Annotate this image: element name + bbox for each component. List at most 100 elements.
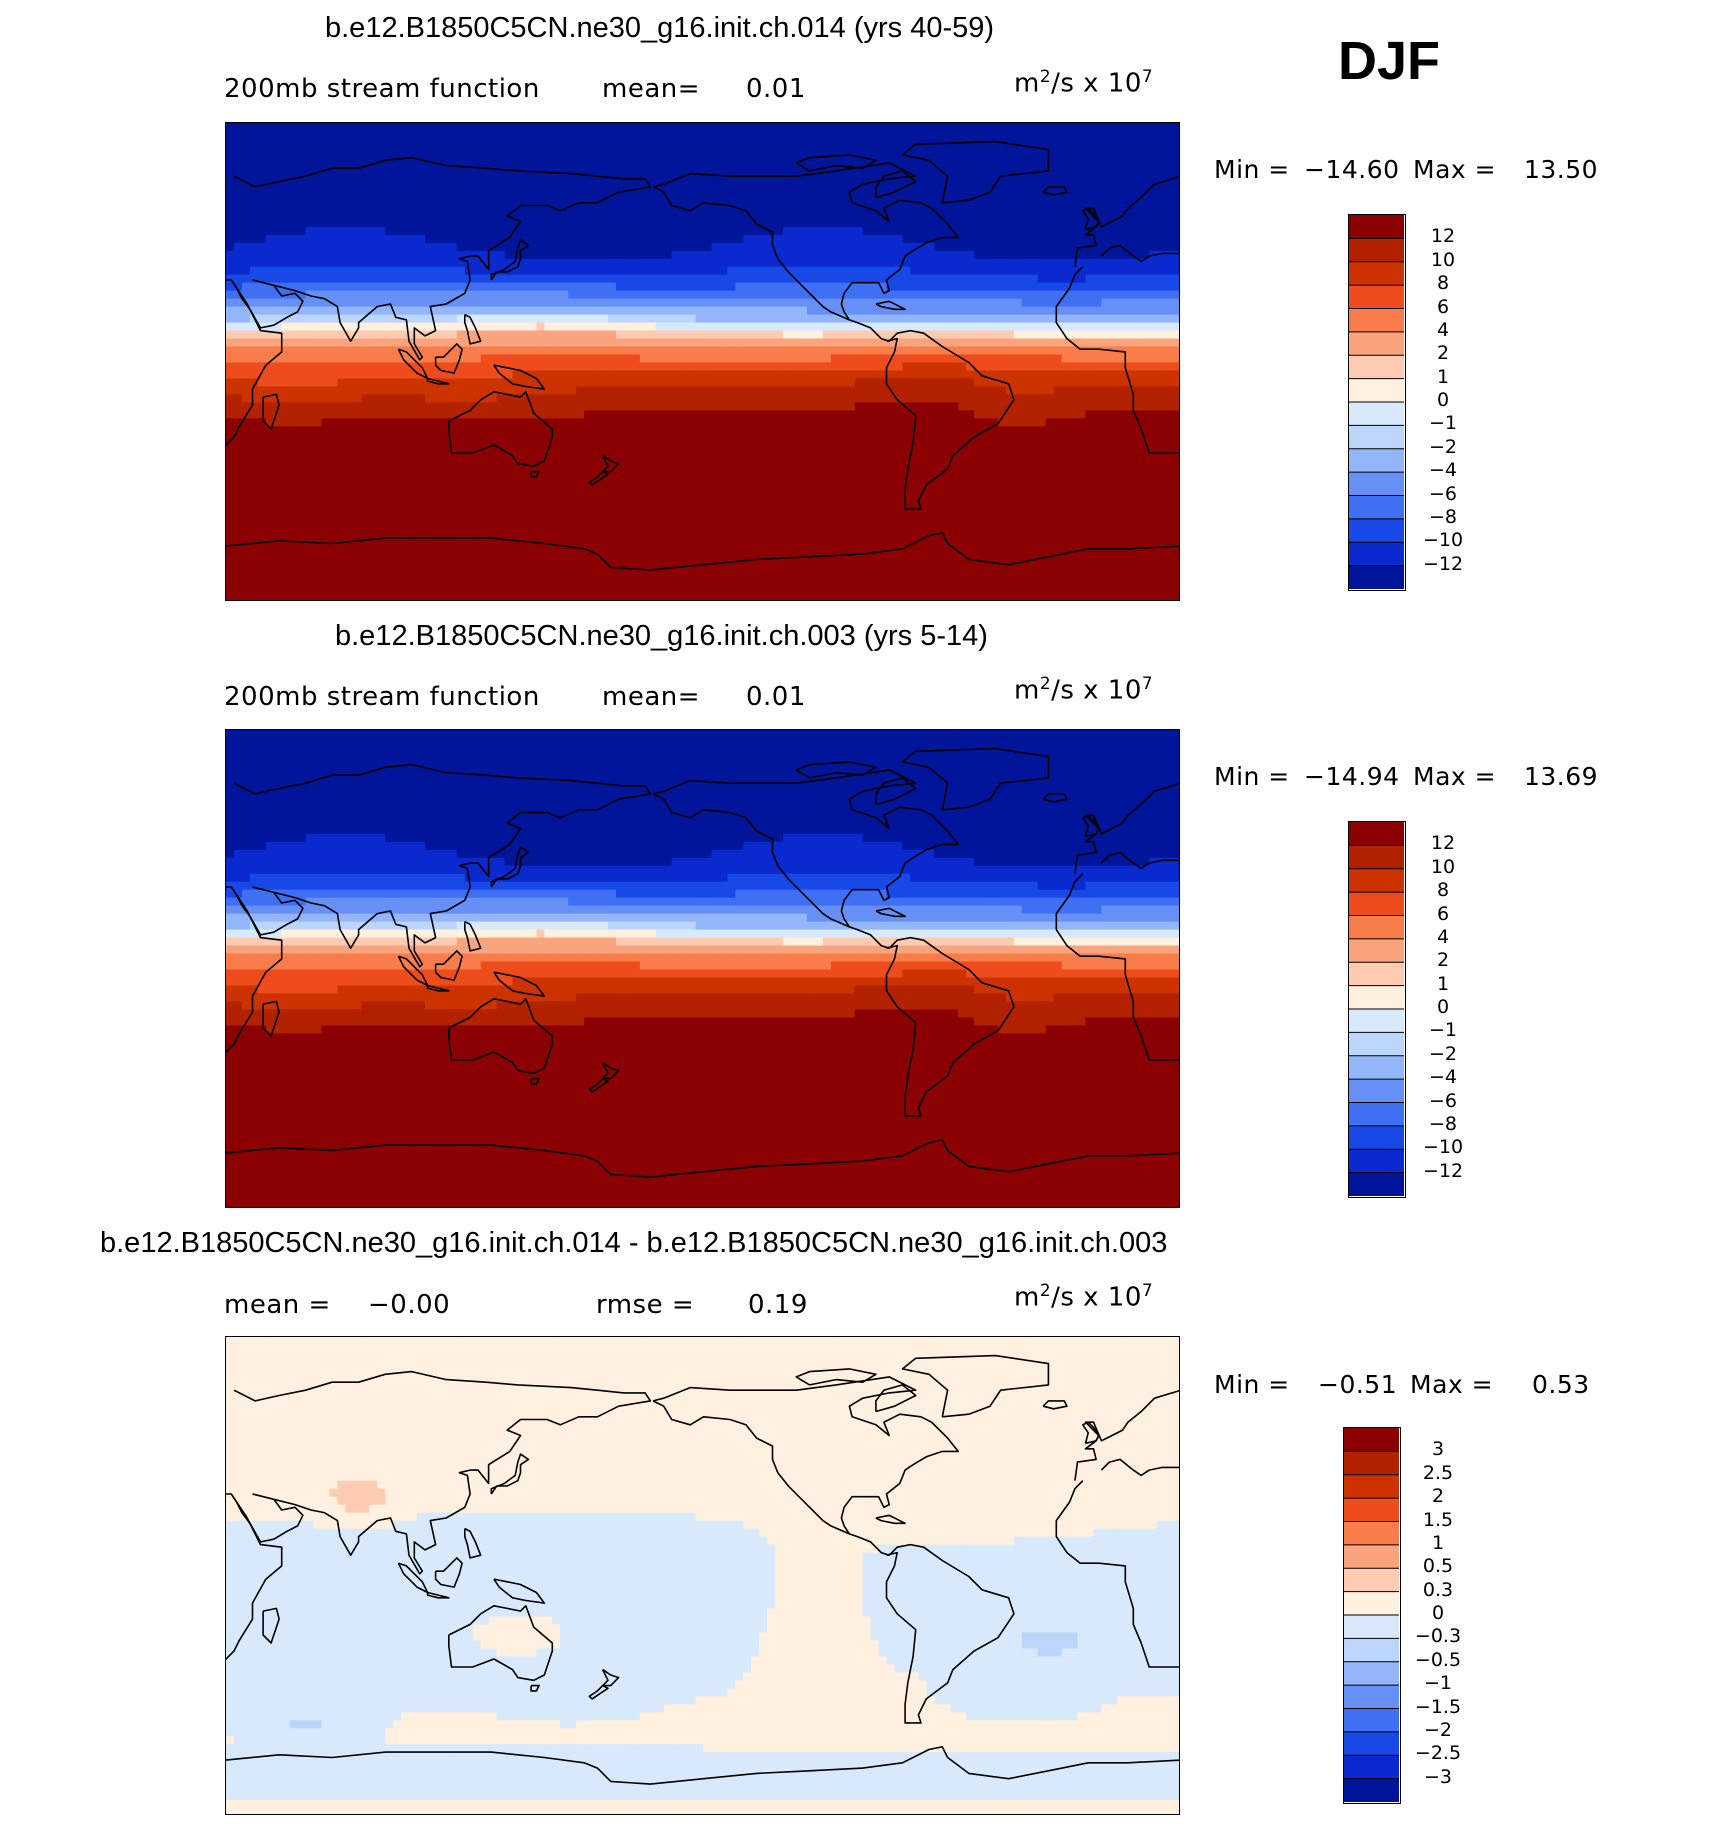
field-cell (608, 314, 617, 324)
field-cell (241, 250, 251, 260)
field-cell (377, 162, 386, 172)
field-cell (337, 306, 346, 316)
field-cell (568, 258, 577, 268)
field-cell (1141, 434, 1150, 443)
field-cell (576, 146, 585, 156)
field-cell (568, 354, 577, 364)
field-cell (655, 386, 665, 396)
field-cell (1165, 346, 1174, 356)
field-cell (369, 258, 378, 268)
field-cell (281, 130, 291, 140)
field-cell (1109, 402, 1118, 411)
field-cell (289, 306, 299, 316)
field-cell (1069, 123, 1079, 132)
field-cell (862, 258, 872, 268)
field-cell (719, 274, 728, 284)
field-cell (679, 194, 689, 204)
field-cell (600, 314, 609, 324)
field-cell (1125, 210, 1134, 220)
field-cell (337, 242, 346, 252)
field-cell (576, 442, 585, 451)
field-cell (464, 123, 474, 132)
field-cell (878, 338, 888, 348)
field-cell (345, 306, 354, 316)
field-cell (934, 250, 943, 260)
field-cell (512, 146, 522, 156)
field-cell (608, 162, 617, 172)
field-cell (990, 378, 999, 388)
field-cell (265, 362, 275, 372)
field-cell (337, 442, 346, 451)
field-cell (377, 178, 386, 188)
field-cell (711, 434, 721, 443)
field-cell (615, 218, 625, 228)
field-cell (1085, 306, 1095, 316)
field-cell (671, 282, 681, 292)
field-cell (862, 250, 872, 260)
field-cell (1045, 170, 1055, 180)
field-cell (767, 194, 776, 204)
field-cell (703, 130, 713, 140)
field-cell (1053, 426, 1063, 435)
field-cell (417, 226, 426, 236)
field-cell (775, 123, 784, 132)
field-cell (783, 370, 792, 380)
field-cell (1165, 234, 1174, 244)
field-cell (1005, 226, 1015, 236)
field-cell (1157, 362, 1166, 372)
field-cell (878, 322, 888, 332)
field-cell (560, 418, 569, 427)
field-cell (313, 123, 323, 132)
field-cell (281, 234, 291, 244)
field-cell (464, 450, 474, 459)
field-cell (576, 154, 585, 164)
field-cell (1021, 266, 1031, 276)
field-cell (480, 394, 490, 404)
field-cell (568, 202, 577, 212)
field-cell (401, 226, 410, 236)
field-cell (520, 194, 530, 204)
field-cell (838, 186, 848, 196)
field-cell (1173, 250, 1179, 260)
field-cell (321, 314, 331, 324)
field-cell (1117, 218, 1126, 228)
field-cell (226, 162, 235, 172)
field-cell (862, 234, 872, 244)
field-cell (830, 123, 840, 132)
field-cell (1037, 362, 1047, 372)
field-cell (806, 402, 816, 411)
field-cell (695, 138, 705, 148)
field-cell (600, 226, 609, 236)
field-cell (791, 202, 800, 212)
field-cell (385, 178, 394, 188)
field-cell (647, 442, 657, 451)
field-cell (226, 442, 235, 451)
field-cell (1125, 242, 1134, 252)
field-cell (1165, 434, 1174, 443)
field-cell (281, 194, 291, 204)
field-cell (1037, 346, 1047, 356)
field-cell (894, 186, 904, 196)
field-cell (608, 386, 617, 396)
field-cell (504, 178, 514, 188)
field-cell (417, 250, 426, 260)
field-cell (727, 354, 736, 364)
field-cell (576, 218, 585, 228)
field-cell (496, 130, 506, 140)
field-cell (1101, 402, 1110, 411)
field-cell (257, 314, 267, 324)
field-cell (751, 202, 760, 212)
field-cell (385, 146, 394, 156)
field-cell (910, 123, 919, 132)
field-cell (504, 234, 514, 244)
field-cell (966, 418, 975, 427)
field-cell (281, 370, 291, 380)
field-cell (369, 282, 378, 292)
field-cell (806, 306, 816, 316)
field-cell (520, 442, 530, 451)
field-cell (966, 338, 975, 348)
field-cell (226, 146, 235, 156)
field-cell (401, 202, 410, 212)
field-cell (592, 170, 601, 180)
field-cell (488, 178, 498, 188)
